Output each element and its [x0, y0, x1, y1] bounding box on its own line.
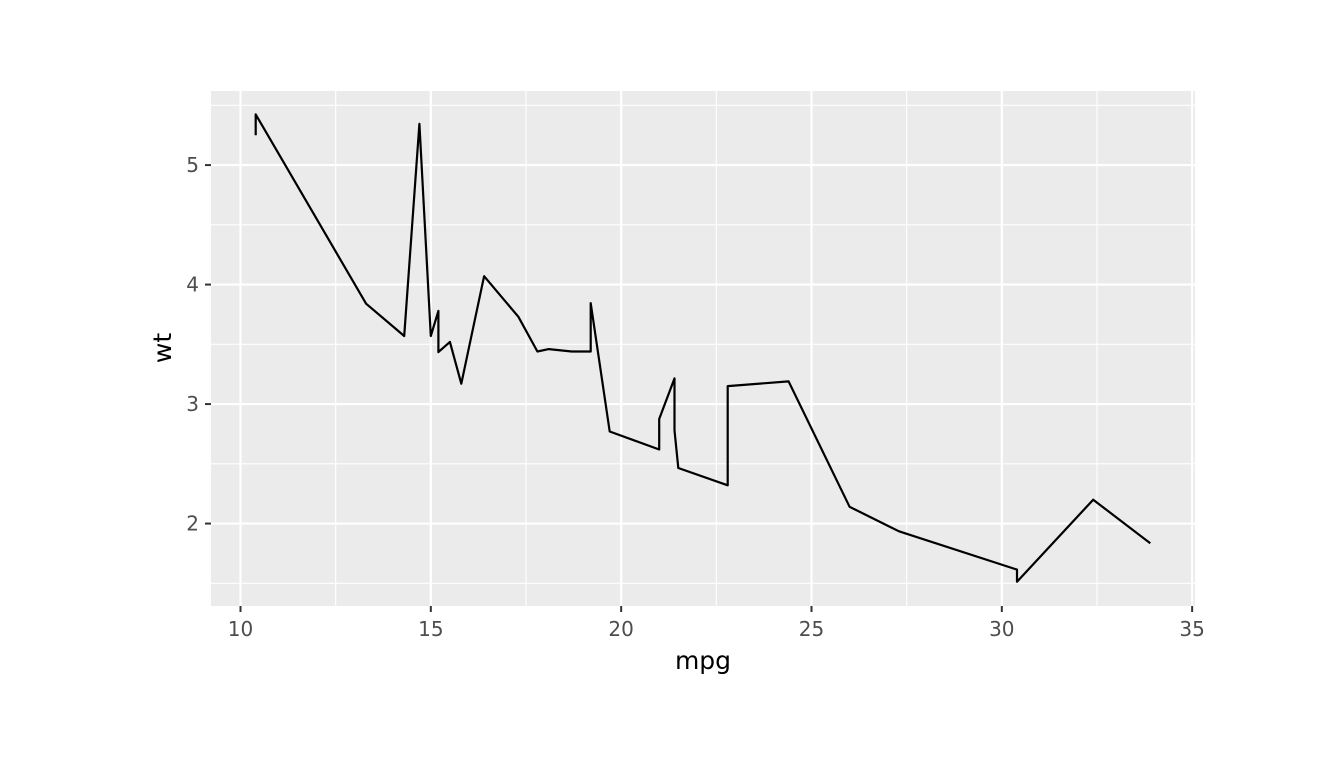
x-tick-label: 30	[989, 617, 1014, 641]
x-tick-label: 20	[608, 617, 633, 641]
x-tick-label: 15	[418, 617, 443, 641]
axis-ticks	[205, 164, 1194, 612]
y-tick-label: 5	[186, 153, 199, 177]
y-tick-label: 4	[186, 273, 199, 297]
y-tick-label: 2	[186, 512, 199, 536]
y-tick-label: 3	[186, 392, 199, 416]
series-line	[254, 113, 1151, 583]
plot-panel	[211, 91, 1195, 606]
y-axis-title: wt	[148, 333, 177, 363]
x-tick-label: 25	[799, 617, 824, 641]
x-axis-title: mpg	[675, 646, 731, 675]
axis-tick-labels: 10 15 20 25 30 35 2 3 4 5	[186, 153, 1205, 641]
x-tick-label: 35	[1179, 617, 1204, 641]
minor-gridlines	[211, 91, 1195, 606]
major-gridlines	[211, 91, 1195, 606]
x-tick-label: 10	[228, 617, 253, 641]
